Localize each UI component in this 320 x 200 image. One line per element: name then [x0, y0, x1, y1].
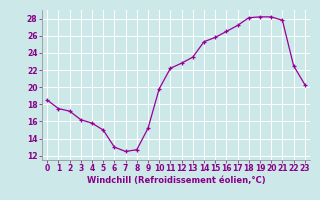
- X-axis label: Windchill (Refroidissement éolien,°C): Windchill (Refroidissement éolien,°C): [87, 176, 265, 185]
